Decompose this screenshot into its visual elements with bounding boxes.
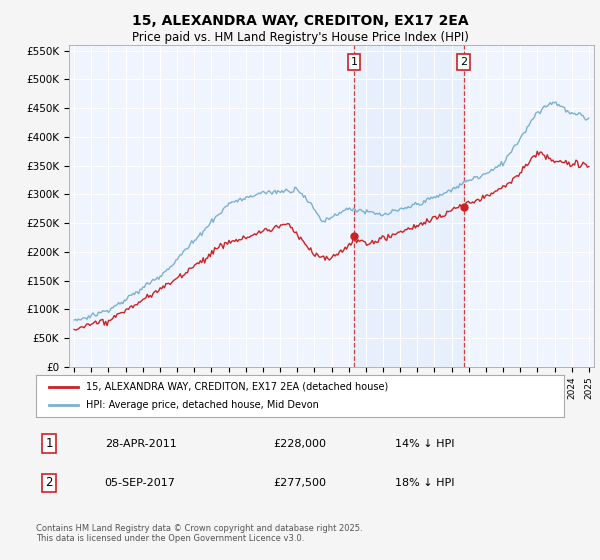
Text: £228,000: £228,000	[274, 439, 326, 449]
Text: 18% ↓ HPI: 18% ↓ HPI	[395, 478, 455, 488]
Text: 2: 2	[460, 57, 467, 67]
Bar	[354, 45, 464, 367]
Text: HPI: Average price, detached house, Mid Devon: HPI: Average price, detached house, Mid …	[86, 400, 319, 410]
Text: 1: 1	[46, 437, 53, 450]
Text: 05-SEP-2017: 05-SEP-2017	[104, 478, 176, 488]
Text: Price paid vs. HM Land Registry's House Price Index (HPI): Price paid vs. HM Land Registry's House …	[131, 31, 469, 44]
Text: 15, ALEXANDRA WAY, CREDITON, EX17 2EA: 15, ALEXANDRA WAY, CREDITON, EX17 2EA	[131, 14, 469, 28]
Text: 14% ↓ HPI: 14% ↓ HPI	[395, 439, 455, 449]
Text: 1: 1	[350, 57, 358, 67]
Text: 15, ALEXANDRA WAY, CREDITON, EX17 2EA (detached house): 15, ALEXANDRA WAY, CREDITON, EX17 2EA (d…	[86, 382, 388, 392]
Text: £277,500: £277,500	[274, 478, 326, 488]
Text: Contains HM Land Registry data © Crown copyright and database right 2025.
This d: Contains HM Land Registry data © Crown c…	[36, 524, 362, 543]
Text: 2: 2	[46, 477, 53, 489]
Text: 28-APR-2011: 28-APR-2011	[104, 439, 176, 449]
